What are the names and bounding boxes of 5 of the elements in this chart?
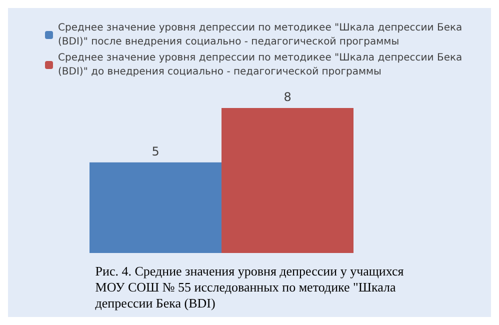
legend-label: Среднее значение уровня депрессии по методикее "Шкала депрессии Бека (BDI)" после внедрения социально - педагогической программы (58, 22, 462, 48)
data-label: 8 (284, 90, 292, 104)
data-label: 5 (152, 144, 160, 158)
legend-label: Среднее значение уровня депрессии по методикее "Шкала депрессии Бека (BDI)" до внедрения социально - педагогической программы (58, 52, 462, 78)
text: Рис. 4. Средние значения уровня депрессии у учащихся МОУ СОШ № 55 исследованных по методике "Шкала депрессии Бека (BDI) (95, 264, 404, 310)
